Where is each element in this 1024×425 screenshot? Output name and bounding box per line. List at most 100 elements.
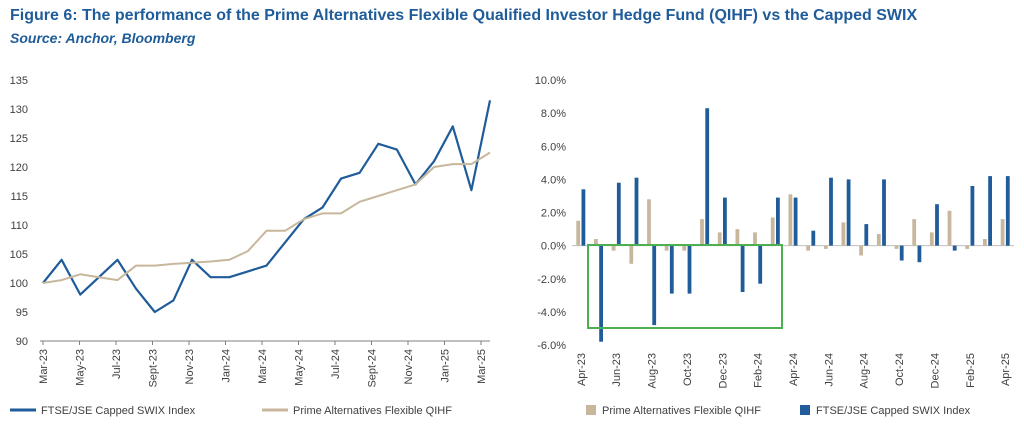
y-tick-label: 120 (10, 162, 28, 174)
bar-swix (952, 245, 957, 251)
y-tick-label: 115 (10, 191, 28, 203)
y-tick-label: 10.0% (535, 75, 566, 87)
bar-swix (811, 230, 816, 246)
bar-qihf (929, 232, 934, 246)
y-tick-label: -4.0% (537, 307, 566, 319)
x-tick-label: Mar-23 (38, 349, 50, 384)
x-tick-label: Dec-24 (929, 353, 941, 388)
bar-qihf (770, 217, 775, 246)
x-tick-label: Feb-24 (753, 353, 765, 388)
bar-swix (793, 197, 798, 246)
bar-qihf (965, 245, 970, 249)
x-tick-label: Jan-25 (440, 349, 452, 383)
x-tick-label: Mar-25 (476, 349, 488, 384)
bar-qihf (735, 229, 740, 246)
legend-label-swix: FTSE/JSE Capped SWIX Index (816, 405, 971, 417)
y-tick-label: 4.0% (541, 174, 566, 186)
x-tick-label: Aug-24 (859, 353, 871, 388)
x-tick-label: Apr-25 (1000, 353, 1012, 386)
y-tick-label: 95 (16, 307, 28, 319)
figure-title: Figure 6: The performance of the Prime A… (10, 7, 918, 24)
x-tick-label: Oct-23 (682, 353, 694, 386)
bar-qihf (594, 239, 598, 246)
bar-swix (917, 245, 922, 263)
x-tick-label: Apr-24 (788, 353, 800, 386)
legend-label-qihf: Prime Alternatives Flexible QIHF (602, 405, 761, 417)
y-tick-label: 0.0% (541, 241, 566, 253)
bar-swix (1005, 176, 1010, 246)
bar-swix (705, 108, 710, 246)
bar-qihf (983, 239, 987, 246)
bar-qihf (841, 222, 846, 246)
x-tick-label: Nov-23 (184, 349, 196, 384)
bar-swix (864, 224, 869, 246)
x-tick-label: Jul-24 (330, 349, 342, 379)
bar-swix (581, 189, 586, 246)
bar-qihf (700, 219, 704, 246)
x-tick-label: Nov-24 (403, 349, 415, 384)
x-tick-label: May-24 (294, 349, 306, 386)
x-tick-label: May-23 (75, 349, 87, 386)
bar-swix (687, 245, 692, 294)
bar-qihf (823, 245, 828, 249)
bar-swix (829, 177, 833, 246)
x-tick-label: Jun-23 (611, 353, 623, 387)
y-tick-label: 2.0% (541, 208, 566, 220)
bar-qihf (753, 232, 757, 246)
bar-qihf (806, 245, 810, 251)
legend-swatch-swix (800, 405, 810, 415)
bar-swix (846, 179, 851, 246)
y-tick-label: 105 (10, 249, 28, 261)
bar-qihf (788, 194, 793, 246)
y-tick-label: 125 (10, 133, 28, 145)
highlight-box (587, 244, 783, 329)
bar-swix (740, 245, 745, 292)
bar-qihf (629, 245, 634, 264)
x-tick-label: Dec-23 (717, 353, 729, 388)
bar-qihf (664, 245, 669, 251)
y-tick-label: -6.0% (537, 340, 566, 352)
y-tick-label: 90 (16, 336, 28, 348)
bar-swix (652, 245, 657, 326)
bar-swix (616, 182, 621, 246)
bar-qihf (1000, 219, 1005, 246)
bar-swix (882, 179, 886, 246)
bar-qihf (894, 245, 899, 249)
legend-swatch-qihf (586, 405, 596, 415)
x-tick-label: Aug-23 (647, 353, 659, 388)
x-tick-label: Jul-23 (111, 349, 123, 379)
bar-qihf (717, 232, 722, 246)
y-tick-label: 6.0% (541, 141, 566, 153)
x-tick-label: Sept-24 (367, 349, 379, 388)
bar-qihf (647, 199, 651, 246)
bar-qihf (859, 245, 863, 256)
legend-label-swix: FTSE/JSE Capped SWIX Index (41, 405, 196, 417)
bar-swix (758, 245, 763, 284)
x-tick-label: Jan-24 (221, 349, 233, 383)
x-tick-label: Mar-24 (257, 349, 269, 384)
y-tick-label: 110 (10, 220, 28, 232)
figure-source: Source: Anchor, Bloomberg (10, 30, 196, 46)
y-tick-label: 135 (10, 75, 28, 87)
y-tick-label: 100 (10, 278, 28, 290)
bar-qihf (611, 245, 616, 251)
bar-swix (776, 197, 780, 246)
bar-swix (723, 197, 727, 246)
bar-swix (669, 245, 674, 294)
x-tick-label: Oct-24 (894, 353, 906, 386)
y-tick-label: -2.0% (537, 274, 566, 286)
bar-swix (970, 186, 975, 246)
bar-qihf (947, 210, 952, 246)
bar-swix (599, 245, 603, 342)
bar-qihf (682, 245, 687, 251)
bar-qihf (576, 220, 581, 246)
x-tick-label: Jun-24 (823, 353, 835, 387)
x-tick-label: Feb-25 (965, 353, 977, 388)
bar-swix (899, 245, 904, 261)
bar-swix (988, 176, 992, 246)
x-tick-label: Sept-23 (148, 349, 160, 388)
y-tick-label: 130 (10, 104, 28, 116)
series-line-qihf (42, 151, 491, 284)
